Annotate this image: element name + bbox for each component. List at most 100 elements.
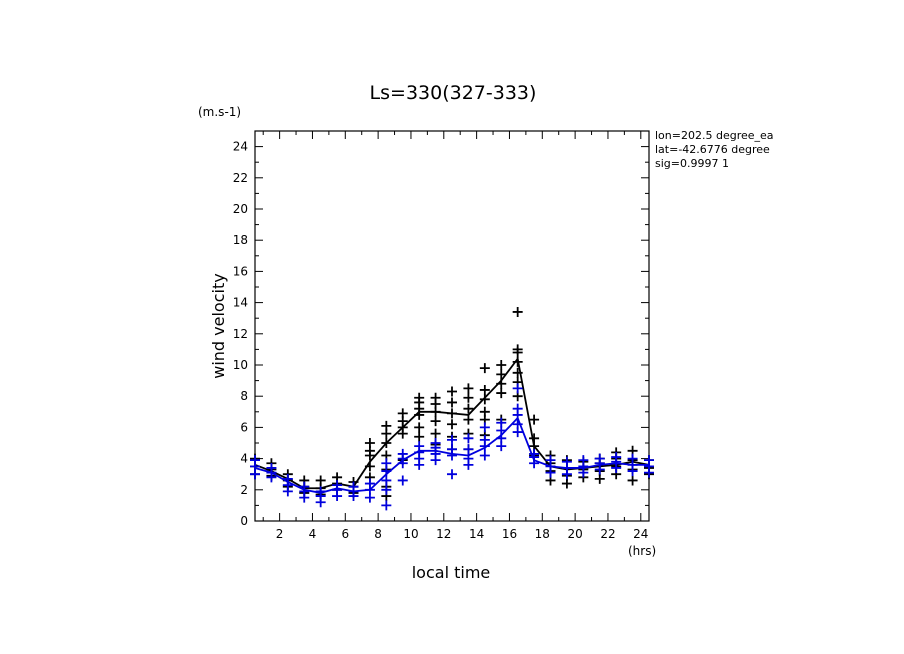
x-tick-label: 8 (374, 527, 382, 541)
series-0-point (430, 428, 441, 439)
x-unit-label: (hrs) (628, 544, 656, 558)
y-tick-label: 16 (233, 264, 248, 278)
series-0-point (463, 414, 474, 425)
x-tick-label: 14 (469, 527, 484, 541)
x-tick-label: 18 (535, 527, 550, 541)
series-0-point (512, 306, 523, 317)
series-0-point (447, 408, 457, 419)
series-0-point (381, 438, 392, 448)
series-0-point (479, 363, 490, 374)
x-tick-label: 6 (341, 527, 349, 541)
series-1-point (496, 417, 507, 428)
series-0-point (496, 388, 507, 399)
series-1-point (430, 438, 441, 448)
series-0-point (414, 431, 425, 442)
series-1-point (397, 475, 408, 486)
plot-frame (254, 130, 650, 522)
series-0-point (447, 397, 457, 408)
x-tick-label: 20 (567, 527, 582, 541)
y-tick-label: 6 (240, 420, 248, 434)
y-tick-label: 14 (233, 296, 248, 310)
series-0-point (496, 360, 507, 370)
y-tick-label: 24 (233, 140, 248, 154)
series-1-point (463, 444, 474, 455)
series-1-point (627, 453, 638, 464)
info-box: lon=202.5 degree_ea lat=-42.6776 degree … (655, 129, 774, 170)
series-1-point (381, 500, 392, 511)
y-tick-label: 0 (240, 514, 248, 528)
series-0-point (479, 406, 490, 417)
x-tick-label: 22 (600, 527, 615, 541)
series-1-point (332, 480, 343, 491)
series-1-point (447, 434, 457, 445)
series-1-point (561, 456, 572, 467)
x-tick-label: 16 (502, 527, 517, 541)
series-0-point (479, 384, 490, 395)
series-1-point (299, 481, 310, 492)
series-0-point (496, 369, 507, 380)
series-1-point (512, 419, 523, 430)
x-tick-label: 10 (403, 527, 418, 541)
info-sig: sig=0.9997 1 (655, 157, 729, 170)
series-1-point (447, 444, 457, 455)
chart-title: Ls=330(327-333) (370, 82, 537, 104)
series-0-point (529, 433, 540, 444)
series-0-point (430, 392, 441, 403)
x-axis-label: local time (412, 563, 491, 582)
y-tick-label: 12 (233, 327, 248, 341)
series-0-point (479, 394, 490, 405)
series-1-point (364, 478, 375, 489)
y-tick-label: 2 (240, 483, 248, 497)
series-1-point (381, 458, 392, 469)
series-1-point (644, 455, 654, 466)
x-tick-label: 24 (633, 527, 648, 541)
series-0-point (315, 475, 326, 486)
y-tick-label: 18 (233, 233, 248, 247)
series-1-point (479, 434, 490, 445)
series-1-point (578, 455, 589, 466)
series-1-point (479, 422, 490, 433)
series-1-point (282, 473, 293, 484)
series-1-point (250, 455, 260, 466)
series-0-point (512, 367, 523, 378)
info-lon: lon=202.5 degree_ea (655, 129, 774, 142)
series-1-point (611, 452, 622, 463)
series-1-point (397, 448, 408, 459)
series-1-point (381, 475, 392, 486)
series-1-point (479, 450, 490, 461)
series-1-point (594, 453, 605, 464)
series-1-point (529, 448, 540, 459)
series-0-point (512, 356, 523, 367)
series-1-point (512, 403, 523, 414)
series-0-point (364, 438, 375, 448)
series-1-point (381, 484, 392, 495)
series-0-point (463, 403, 474, 414)
series-0-point (414, 392, 425, 403)
series-0-point (512, 344, 523, 355)
series-0-point (397, 408, 408, 419)
series-0-point (463, 392, 474, 403)
series-1-point (348, 481, 359, 492)
y-tick-label: 8 (240, 389, 248, 403)
series-0-point (529, 414, 540, 425)
y-tick-label: 10 (233, 358, 248, 372)
series-1-point (545, 455, 556, 466)
y-tick-label: 22 (233, 171, 248, 185)
series-0-point (463, 383, 474, 394)
series-0-point (364, 461, 375, 472)
series-0-point (447, 419, 457, 430)
x-tick-label: 2 (276, 527, 284, 541)
x-tick-label: 4 (309, 527, 317, 541)
series-1-point (266, 462, 277, 473)
series-0-point (414, 422, 425, 433)
series-0-point (447, 386, 457, 397)
y-tick-label: 20 (233, 202, 248, 216)
series-1-point (315, 486, 326, 497)
y-axis-label: wind velocity (209, 273, 228, 378)
y-unit-label: (m.s-1) (198, 105, 241, 119)
series-0-point (496, 378, 507, 389)
series-1-point (447, 469, 457, 480)
series-1-point (512, 383, 523, 394)
